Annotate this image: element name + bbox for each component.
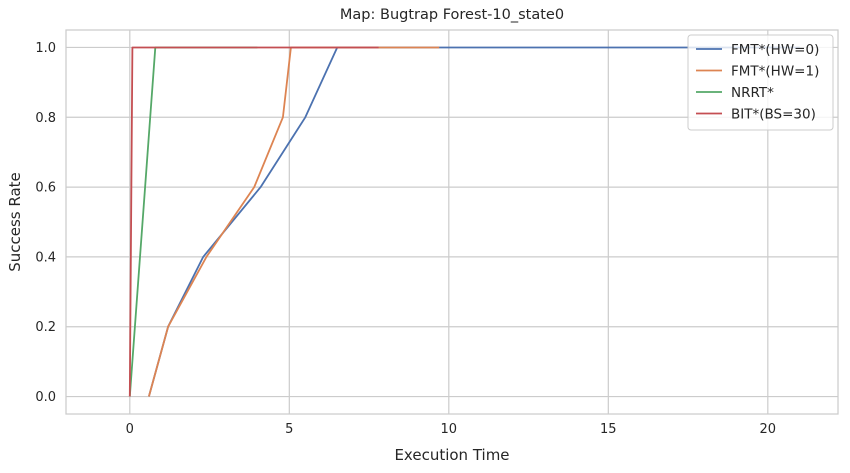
x-tick-label: 5 bbox=[285, 422, 293, 437]
y-tick-label: 0.2 bbox=[35, 320, 56, 335]
legend-label-1: FMT*(HW=0) bbox=[731, 42, 819, 58]
y-tick-label: 0.4 bbox=[35, 250, 56, 265]
x-tick-label: 15 bbox=[600, 422, 617, 437]
series-line-4 bbox=[128, 46, 379, 397]
x-tick-labels: 0 5 10 15 20 bbox=[126, 422, 776, 437]
y-tick-label: 0.8 bbox=[35, 111, 56, 126]
x-tick-label: 20 bbox=[760, 422, 777, 437]
legend: FMT*(HW=0) FMT*(HW=1) NRRT* BIT*(BS=30) bbox=[687, 34, 834, 131]
legend-box bbox=[687, 34, 834, 131]
y-tick-label: 0.6 bbox=[35, 181, 56, 196]
legend-label-4: BIT*(BS=30) bbox=[731, 106, 816, 122]
plot-frame bbox=[65, 29, 839, 415]
chart-title: Map: Bugtrap Forest-10_state0 bbox=[340, 7, 564, 23]
x-tick-label: 10 bbox=[441, 422, 458, 437]
y-tick-label: 1.0 bbox=[35, 41, 56, 56]
series-layer bbox=[128, 46, 800, 397]
y-tick-label: 0.0 bbox=[35, 390, 56, 405]
y-axis-label: Success Rate bbox=[6, 172, 24, 272]
legend-label-3: NRRT* bbox=[731, 85, 774, 101]
legend-label-2: FMT*(HW=1) bbox=[731, 63, 819, 79]
x-tick-label: 0 bbox=[126, 422, 134, 437]
y-tick-labels: 0.0 0.2 0.4 0.6 0.8 1.0 bbox=[35, 41, 56, 405]
x-axis-label: Execution Time bbox=[394, 446, 509, 464]
